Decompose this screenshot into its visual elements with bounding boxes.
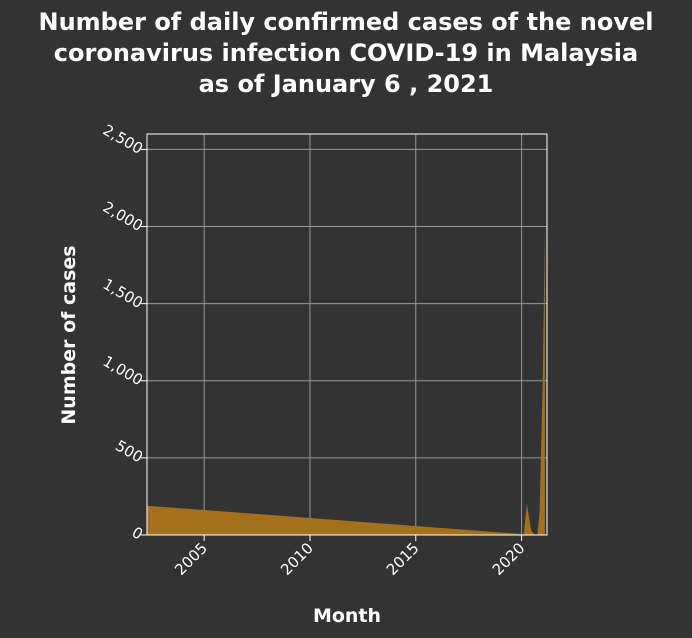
chart-title: Number of daily confirmed cases of the n… bbox=[38, 8, 653, 98]
y-tick-label: 2,500 bbox=[100, 121, 146, 158]
x-tick-label: 2020 bbox=[489, 539, 529, 579]
title-line: as of January 6 , 2021 bbox=[199, 70, 494, 98]
x-tick-label: 2005 bbox=[171, 539, 211, 579]
plot-frame bbox=[146, 133, 548, 536]
x-tick-label: 2010 bbox=[277, 539, 317, 579]
x-axis-label: Month bbox=[313, 605, 381, 627]
grid bbox=[147, 134, 547, 536]
y-tick-label: 0 bbox=[129, 523, 146, 543]
title-line: Number of daily confirmed cases of the n… bbox=[38, 8, 653, 36]
y-tick-label: 1,500 bbox=[100, 275, 146, 312]
y-tick-label: 500 bbox=[112, 436, 146, 466]
x-tick-label: 2015 bbox=[383, 539, 423, 579]
y-axis-label: Number of cases bbox=[58, 245, 80, 424]
y-tick-label: 2,000 bbox=[100, 198, 146, 235]
y-tick-label: 1,000 bbox=[100, 352, 146, 389]
y-axis-ticks: 0 500 1,000 1,500 2,000 2,500 bbox=[100, 121, 147, 543]
x-axis-ticks: 2005 2010 2015 2020 bbox=[171, 535, 528, 579]
title-line: coronavirus infection COVID-19 in Malays… bbox=[54, 39, 638, 67]
